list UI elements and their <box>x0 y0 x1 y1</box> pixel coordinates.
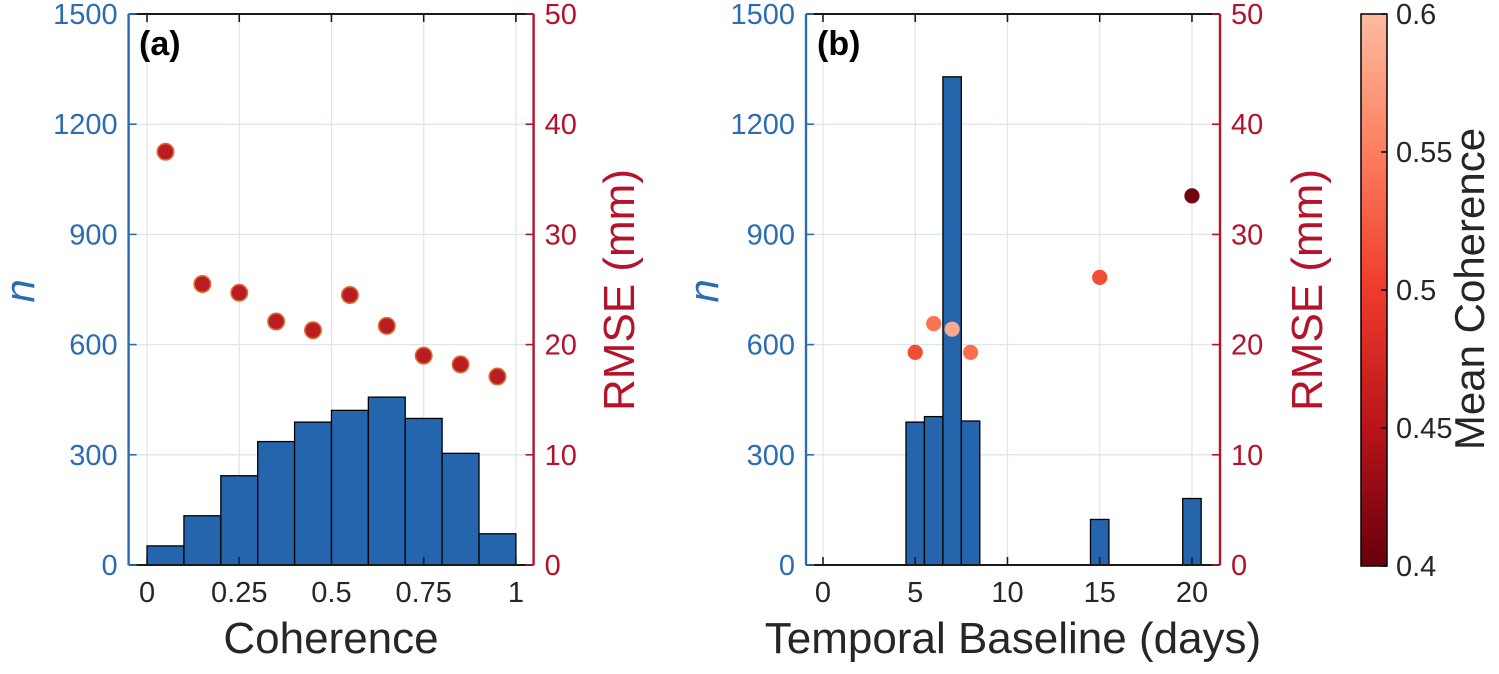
tick-label: 5 <box>907 577 923 609</box>
rmse-point <box>340 286 359 305</box>
rmse-point <box>926 316 942 332</box>
panel-a-label: (a) <box>139 25 181 63</box>
tick-label: 600 <box>69 330 117 362</box>
tick-label: 0 <box>545 550 561 582</box>
rmse-point <box>907 344 923 360</box>
tick-label: 0.45 <box>1396 413 1452 445</box>
histogram-bar <box>367 396 406 566</box>
tick-label: 0.75 <box>395 577 451 609</box>
tick-label: 1500 <box>53 0 118 31</box>
tick-label: 0 <box>139 577 155 609</box>
tick-label: 900 <box>747 219 795 251</box>
histogram-bar <box>146 545 185 566</box>
rmse-point <box>962 344 979 360</box>
tick-label: 0 <box>101 550 117 582</box>
histogram-bar <box>942 76 962 566</box>
tick-label: 50 <box>1231 0 1263 31</box>
tick-label: 0.25 <box>211 577 267 609</box>
tick-label: 1200 <box>53 109 118 141</box>
tick-label: 50 <box>545 0 577 31</box>
tick-label: 20 <box>1176 577 1208 609</box>
tick-label: 30 <box>545 219 577 251</box>
panel-a-ylabel-left: n <box>0 279 43 303</box>
tick-label: 20 <box>1231 330 1263 362</box>
rmse-point <box>1184 188 1200 204</box>
tick-label: 10 <box>545 440 577 472</box>
tick-label: 30 <box>1231 219 1263 251</box>
panel-a-ylabel-right: RMSE (mm) <box>595 169 644 411</box>
tick-label: 15 <box>1084 577 1116 609</box>
tick-label: 600 <box>747 330 795 362</box>
tick-label: 0 <box>1231 550 1247 582</box>
histogram-bar <box>960 420 981 566</box>
histogram-bar <box>330 409 370 566</box>
tick-label: 900 <box>69 219 117 251</box>
tick-label: 0.5 <box>1396 275 1436 307</box>
tick-label: 0.5 <box>311 577 351 609</box>
rmse-point <box>267 312 286 331</box>
tick-label: 20 <box>545 330 577 362</box>
panel-b-label: (b) <box>817 25 861 63</box>
tick-label: 0.55 <box>1396 137 1452 169</box>
tick-label: 1200 <box>730 109 795 141</box>
histogram-bar <box>183 515 222 566</box>
tick-label: 0 <box>815 577 831 609</box>
histogram-bar <box>293 421 333 566</box>
panel-b-ylabel-right: RMSE (mm) <box>1283 169 1332 411</box>
tick-label: 0.4 <box>1396 551 1436 583</box>
rmse-point <box>193 274 212 293</box>
rmse-point <box>414 346 433 365</box>
tick-label: 1500 <box>730 0 795 31</box>
rmse-point <box>1092 269 1108 285</box>
tick-label: 0 <box>779 550 795 582</box>
histogram-bar <box>923 415 944 566</box>
rmse-point <box>488 367 507 386</box>
histogram-bar <box>404 417 443 566</box>
panel-b-xlabel: Temporal Baseline (days) <box>764 614 1262 663</box>
histogram-bar <box>1182 497 1202 566</box>
rmse-point <box>230 283 249 302</box>
tick-label: 40 <box>1231 109 1263 141</box>
rmse-point <box>304 321 323 340</box>
histogram-bar <box>441 452 480 566</box>
tick-label: 1 <box>508 577 524 609</box>
rmse-point <box>377 316 396 335</box>
tick-label: 10 <box>1231 440 1263 472</box>
panel-a-xlabel: Coherence <box>223 614 439 663</box>
tick-label: 0.6 <box>1396 0 1436 31</box>
tick-label: 300 <box>747 440 795 472</box>
histogram-bar <box>905 421 926 566</box>
histogram-bar <box>220 475 259 566</box>
histogram-bar <box>478 533 517 566</box>
rmse-point <box>156 142 175 161</box>
rmse-point <box>451 355 470 374</box>
histogram-bar <box>257 440 296 566</box>
panel-b-ylabel-left: n <box>680 279 727 303</box>
tick-label: 300 <box>69 440 117 472</box>
tick-label: 40 <box>545 109 577 141</box>
rmse-point <box>944 321 960 337</box>
tick-label: 10 <box>991 577 1023 609</box>
colorbar-title: Mean Coherence <box>1446 127 1493 451</box>
